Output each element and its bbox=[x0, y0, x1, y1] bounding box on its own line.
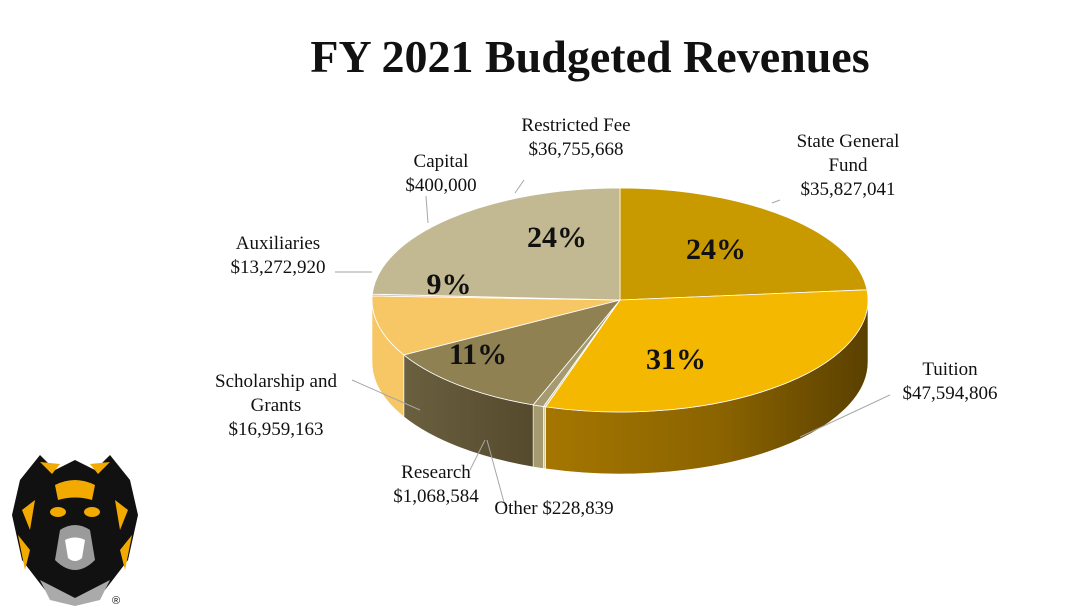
pie-slice-auxiliaries bbox=[371, 295, 621, 356]
leader-line-capital bbox=[425, 195, 429, 224]
percent-label-restricted: 24% bbox=[527, 221, 587, 254]
slice-label-tuition: Tuition $47,594,806 bbox=[903, 359, 998, 404]
pie-slice-restricted bbox=[371, 187, 621, 301]
leader-line-scholarship bbox=[351, 379, 421, 411]
pie-slice-scholarship bbox=[402, 299, 622, 406]
slice-label-scholarship: Scholarship and Grants $16,959,163 bbox=[215, 371, 337, 440]
pie-slice-state bbox=[619, 187, 868, 301]
leader-line-other bbox=[486, 439, 506, 507]
slice-label-auxiliaries: Auxiliaries $13,272,920 bbox=[231, 233, 326, 278]
slice-label-other: Other $228,839 bbox=[494, 498, 613, 519]
leader-line-restricted bbox=[514, 179, 525, 194]
trademark-symbol: ® bbox=[112, 595, 120, 607]
slice-label-research: Research $1,068,584 bbox=[393, 462, 479, 507]
percent-label-tuition: 31% bbox=[646, 343, 706, 376]
slice-label-capital: Capital $400,000 bbox=[405, 151, 476, 196]
tiger-mascot-logo: ® bbox=[12, 455, 138, 607]
percent-label-state: 24% bbox=[686, 233, 746, 266]
leader-line-tuition bbox=[799, 394, 891, 438]
slice-label-restricted: Restricted Fee $36,755,668 bbox=[521, 115, 630, 160]
percent-label-scholarship: 11% bbox=[449, 338, 507, 371]
pie-side-other bbox=[543, 406, 546, 470]
leader-line-state bbox=[771, 199, 781, 204]
percent-label-auxiliaries: 9% bbox=[427, 268, 472, 301]
pie-slice-tuition bbox=[544, 289, 869, 413]
slice-label-state: State General Fund $35,827,041 bbox=[797, 131, 900, 200]
pie-side-research bbox=[532, 404, 544, 469]
leader-line-research bbox=[469, 439, 486, 471]
chart-title: FY 2021 Budgeted Revenues bbox=[310, 31, 870, 82]
